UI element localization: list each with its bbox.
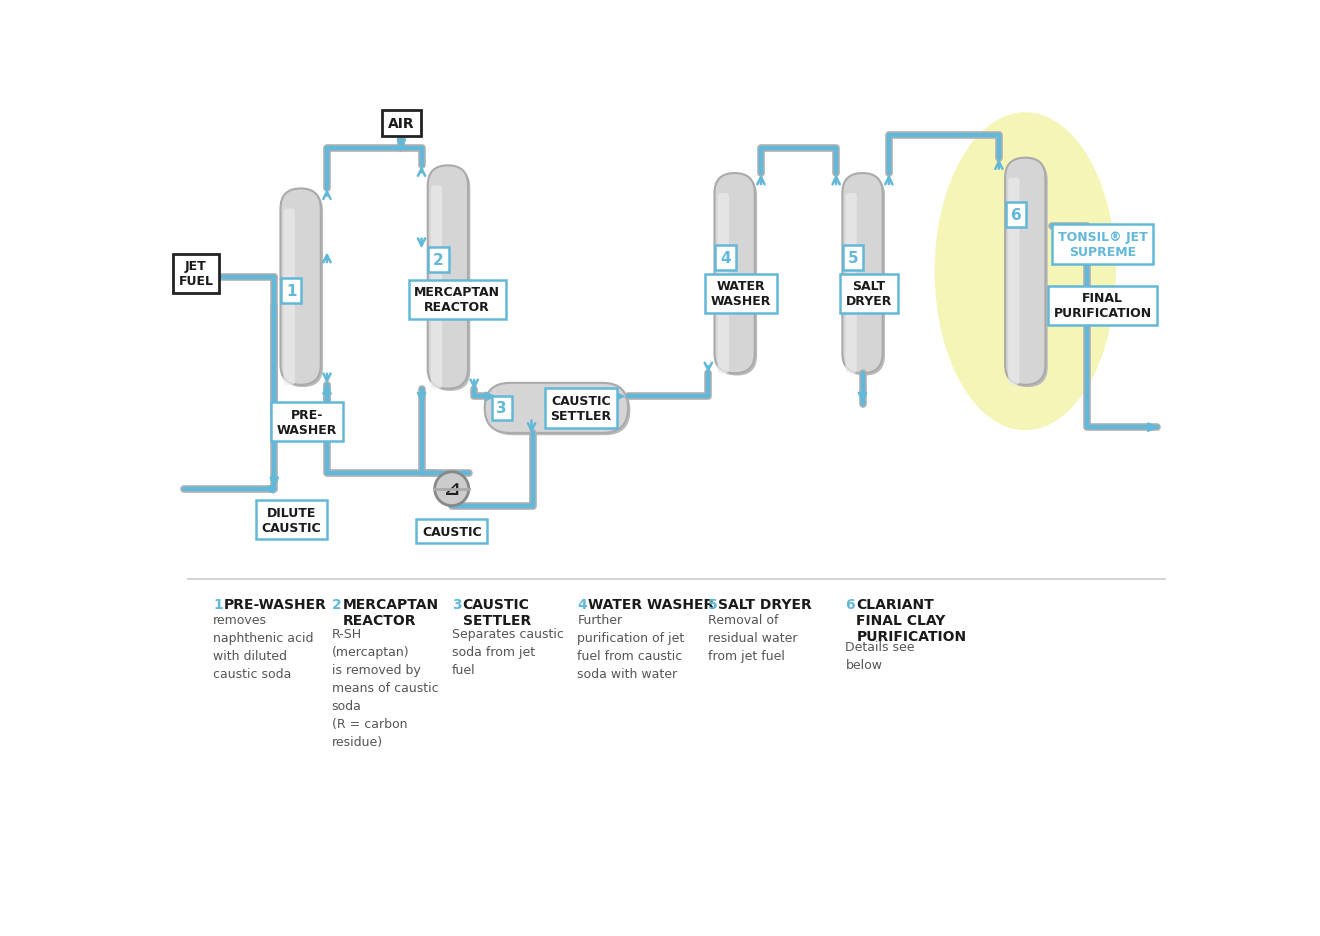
Text: CLARIANT
FINAL CLAY
PURIFICATION: CLARIANT FINAL CLAY PURIFICATION [857,597,966,643]
FancyBboxPatch shape [280,189,321,386]
Text: FINAL
PURIFICATION: FINAL PURIFICATION [1053,292,1152,320]
Text: 6: 6 [845,597,855,611]
Text: JET
FUEL: JET FUEL [178,260,214,288]
FancyBboxPatch shape [1008,179,1019,386]
Text: PRE-WASHER: PRE-WASHER [224,597,327,611]
Text: 5: 5 [847,250,858,265]
Text: MERCAPTAN
REACTOR: MERCAPTAN REACTOR [414,286,500,314]
Text: 4: 4 [577,597,587,611]
Text: 1: 1 [213,597,223,611]
Text: CAUSTIC
SETTLER: CAUSTIC SETTLER [462,597,531,627]
FancyBboxPatch shape [430,186,442,389]
FancyBboxPatch shape [428,167,469,389]
Text: DILUTE
CAUSTIC: DILUTE CAUSTIC [261,506,321,534]
FancyBboxPatch shape [842,174,883,373]
Text: 4: 4 [719,250,731,265]
FancyBboxPatch shape [284,210,294,386]
Text: Separates caustic
soda from jet
fuel: Separates caustic soda from jet fuel [451,627,564,676]
FancyBboxPatch shape [717,176,758,376]
Circle shape [434,473,469,506]
Text: PRE-
WASHER: PRE- WASHER [277,408,337,436]
FancyBboxPatch shape [282,192,323,388]
Text: CAUSTIC
SETTLER: CAUSTIC SETTLER [550,394,611,422]
Text: 2: 2 [331,597,342,611]
FancyBboxPatch shape [714,174,755,373]
Text: removes
naphthenic acid
with diluted
caustic soda: removes naphthenic acid with diluted cau… [213,614,314,680]
Text: 3: 3 [451,597,462,611]
Text: WATER
WASHER: WATER WASHER [710,280,771,308]
FancyBboxPatch shape [845,176,884,376]
Text: 6: 6 [1011,208,1022,223]
FancyBboxPatch shape [484,384,628,433]
Text: WATER WASHER: WATER WASHER [589,597,714,611]
Text: 5: 5 [708,597,717,611]
Text: SALT
DRYER: SALT DRYER [846,280,892,308]
Text: AIR: AIR [388,117,414,131]
Text: SALT DRYER: SALT DRYER [718,597,812,611]
FancyBboxPatch shape [845,194,857,373]
Text: TONSIL® JET
SUPREME: TONSIL® JET SUPREME [1057,230,1147,258]
FancyBboxPatch shape [718,194,729,373]
Text: Further
purification of jet
fuel from caustic
soda with water: Further purification of jet fuel from ca… [577,614,685,680]
Text: 2: 2 [433,253,444,268]
Text: 3: 3 [496,401,507,416]
Text: ⊿: ⊿ [444,480,459,499]
FancyBboxPatch shape [487,386,631,436]
Text: 1: 1 [286,284,297,299]
FancyBboxPatch shape [1005,158,1045,386]
FancyBboxPatch shape [430,168,470,391]
Text: CAUSTIC: CAUSTIC [422,525,482,538]
Text: Removal of
residual water
from jet fuel: Removal of residual water from jet fuel [708,614,797,663]
Text: R-SH
(mercaptan)
is removed by
means of caustic
soda
(R = carbon
residue): R-SH (mercaptan) is removed by means of … [331,627,438,748]
Ellipse shape [935,113,1115,431]
FancyBboxPatch shape [1007,161,1048,388]
Text: Details see
below: Details see below [845,640,915,671]
Text: MERCAPTAN
REACTOR: MERCAPTAN REACTOR [342,597,438,627]
